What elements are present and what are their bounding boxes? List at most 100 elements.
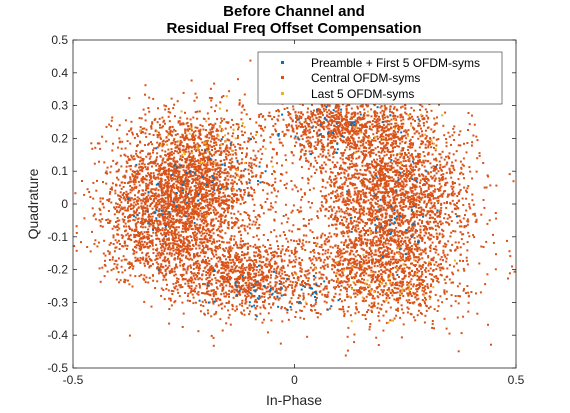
data-point [403,195,406,198]
data-point [384,191,387,194]
data-point [167,132,170,135]
data-point [151,180,153,183]
data-point [170,189,172,192]
data-point [225,198,228,201]
data-point [346,193,349,195]
data-point [469,170,472,173]
data-point [458,193,461,195]
data-point [398,171,401,174]
data-point [298,228,301,231]
data-point [166,189,169,192]
data-point [208,229,211,232]
data-point [329,184,332,187]
data-point [427,153,430,156]
data-point [468,203,471,206]
data-point [400,196,403,199]
data-point [208,213,210,216]
data-point [211,154,214,157]
data-point [408,145,411,148]
data-point [367,180,370,183]
data-point [198,244,201,247]
data-point [253,189,256,191]
data-point [163,169,166,172]
data-point [155,164,158,167]
data-point [347,222,350,225]
data-point [441,222,444,225]
data-point [393,196,396,199]
data-point [399,142,402,145]
data-point [193,160,196,163]
data-point [203,207,206,210]
data-point [160,207,163,210]
data-point [182,182,185,184]
data-point [467,185,470,188]
data-point [145,128,148,131]
data-point [253,163,256,166]
data-point [398,174,400,177]
data-point [205,220,208,223]
data-point [231,185,234,188]
data-point [216,197,219,200]
data-point [181,176,184,179]
data-point [388,205,391,208]
data-point [216,118,219,121]
data-point [307,160,310,163]
data-point [442,235,445,238]
data-point [412,158,415,161]
data-point [238,162,241,165]
data-point [149,245,151,248]
data-point [361,209,364,211]
data-point [382,177,384,180]
data-point [392,154,395,157]
data-point [354,168,357,171]
data-point [354,208,357,211]
data-point [366,167,369,170]
data-point [129,238,131,241]
data-point [180,187,183,190]
data-point [220,128,223,131]
data-point [203,222,206,225]
data-point [447,131,450,134]
data-point [410,190,413,193]
data-point [243,193,246,196]
data-point [174,146,177,149]
data-point [166,186,169,189]
data-point [397,235,400,238]
data-point [193,136,196,139]
data-point [268,184,271,187]
data-point [215,200,218,203]
data-point [451,161,454,164]
data-point [144,226,147,229]
data-point [109,171,112,174]
data-point [396,159,399,161]
data-point [193,239,196,241]
data-point [172,139,175,142]
data-point [155,197,158,200]
data-point [472,213,475,216]
data-point [192,145,195,148]
data-point [120,259,123,262]
data-point [156,199,159,202]
data-point [150,212,153,215]
data-point [334,178,337,181]
data-point [253,191,256,194]
data-point [311,202,313,205]
data-point [384,168,387,171]
data-point [156,173,159,176]
data-point [429,207,432,210]
data-point [440,156,443,159]
data-point [214,183,217,186]
data-point [192,131,195,134]
data-point [179,201,182,204]
data-point [243,141,246,144]
data-point [438,153,441,156]
data-point [424,159,427,162]
data-point [360,244,363,247]
data-point [409,198,412,201]
data-point [362,242,365,245]
data-point [204,151,207,154]
data-point [210,220,213,223]
data-point [247,137,250,140]
data-point [419,181,422,184]
data-point [369,219,372,222]
